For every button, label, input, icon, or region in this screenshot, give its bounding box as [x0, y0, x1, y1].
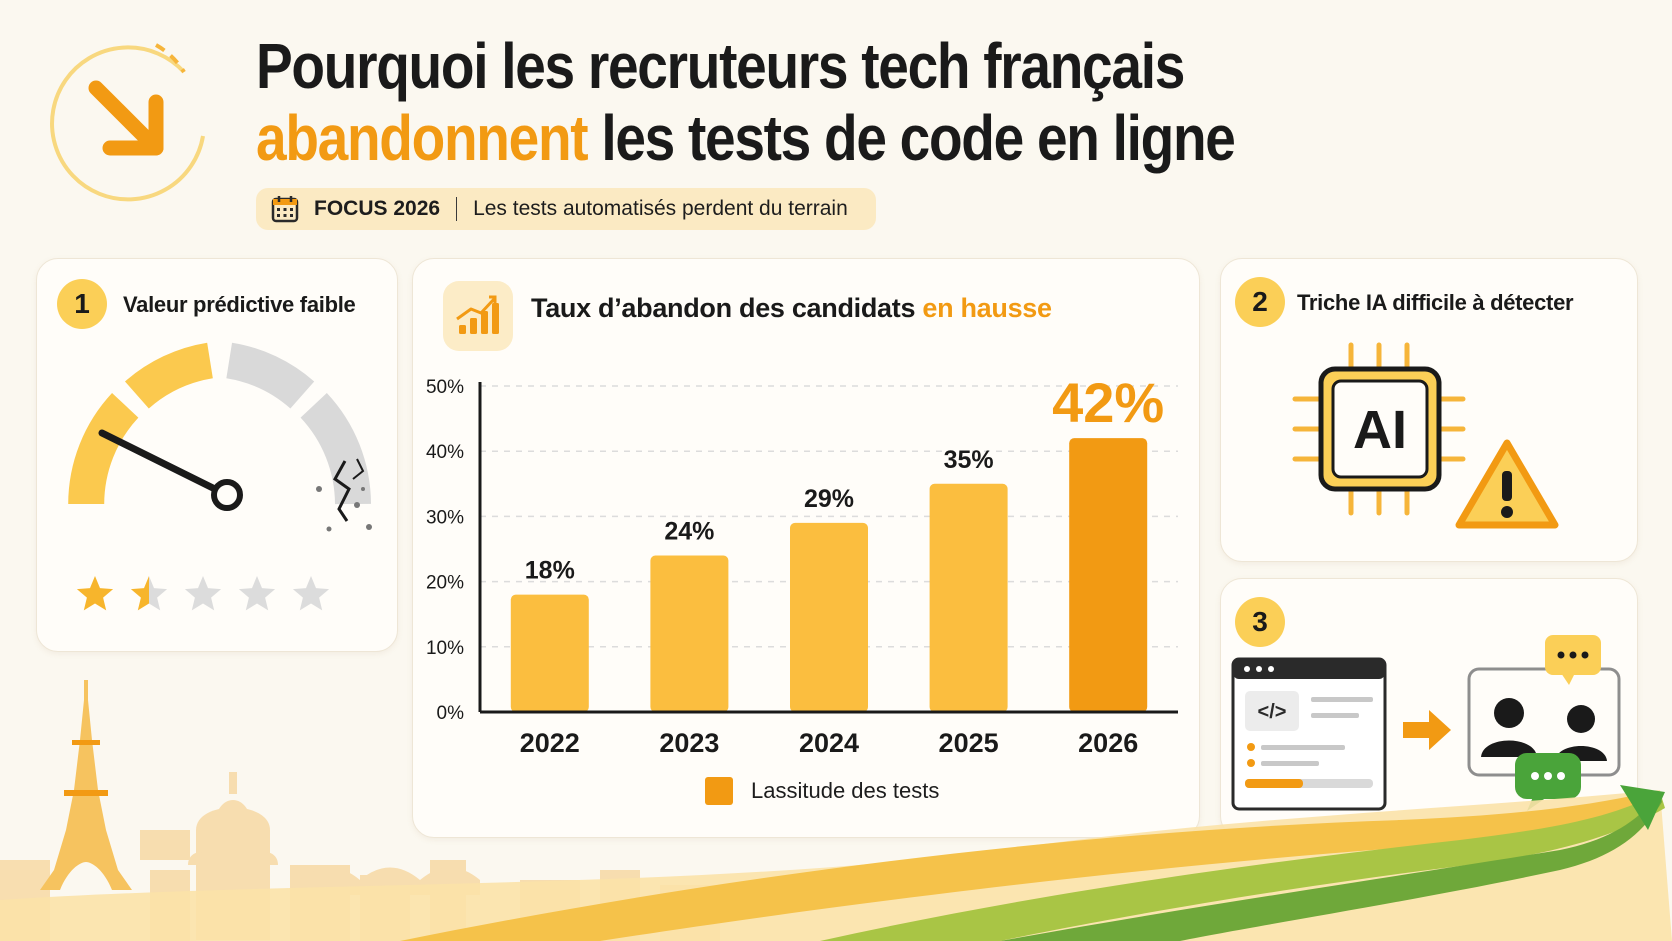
svg-text:</>: </>	[1258, 701, 1287, 723]
predictive-value-card: 1 Valeur prédictive faible	[36, 258, 398, 652]
legend-swatch	[705, 777, 733, 805]
star-icon	[130, 576, 168, 611]
live-interview-card: 3 </>	[1220, 578, 1638, 838]
ai-chip-icon: AI	[1292, 342, 1466, 516]
trend-down-circle-icon	[50, 43, 205, 202]
divider	[456, 197, 458, 221]
bar-2023	[650, 555, 729, 712]
star-rating	[76, 576, 330, 611]
y-tick-label: 0%	[437, 703, 465, 724]
bar-chart-icon	[443, 281, 513, 351]
x-tick-label: 2026	[1078, 728, 1138, 758]
star-icon	[292, 576, 330, 611]
star-icon	[238, 576, 276, 611]
data-label: 35%	[944, 446, 994, 474]
y-tick-label: 40%	[426, 442, 464, 463]
arrow-right-icon	[1403, 710, 1451, 750]
paris-skyline-decoration	[0, 680, 1672, 941]
title-line-1: Pourquoi les recruteurs tech français	[256, 30, 1185, 102]
y-tick-label: 20%	[426, 573, 464, 594]
focus-banner: FOCUS 2026 Les tests automatisés perdent…	[256, 188, 876, 230]
x-tick-label: 2023	[659, 728, 719, 758]
focus-subtitle: Les tests automatisés perdent du terrain	[473, 197, 848, 220]
page-title: Pourquoi les recruteurs tech français ab…	[256, 30, 1245, 174]
card-number-badge: 1	[57, 279, 107, 329]
calendar-icon	[271, 196, 299, 223]
bar-chart: 0% 10% 20% 30% 40% 50% 2022 18% 2023 24% 2024 29% 20…	[426, 371, 1178, 758]
star-icon	[76, 576, 114, 611]
bar-2026	[1069, 438, 1148, 712]
data-label: 18%	[525, 557, 575, 585]
chart-legend: Lassitude des tests	[705, 777, 939, 805]
y-tick-label: 50%	[426, 377, 464, 398]
bar-2025	[929, 483, 1008, 712]
star-icon	[184, 576, 222, 611]
bar-2022	[510, 594, 589, 712]
y-tick-label: 10%	[426, 638, 464, 659]
data-label: 29%	[804, 485, 854, 513]
y-tick-label: 30%	[426, 507, 464, 528]
chart-title: Taux d’abandon des candidats en hausse	[531, 293, 1052, 324]
chart-title-main: Taux d’abandon des candidats	[531, 293, 923, 323]
card-title: Triche IA difficile à détecter	[1297, 290, 1574, 315]
code-window-icon: </>	[1231, 657, 1387, 811]
data-label: 24%	[664, 518, 714, 546]
card-number-badge: 3	[1235, 597, 1285, 647]
title-line-2: les tests de code en ligne	[587, 102, 1236, 174]
data-label-highlight: 42%	[1052, 371, 1164, 434]
chart-card: Taux d’abandon des candidats en hausse L…	[412, 258, 1200, 838]
focus-tag: FOCUS 2026	[314, 197, 441, 220]
warning-icon	[1455, 439, 1559, 529]
legend-label: Lassitude des tests	[751, 778, 940, 803]
title-accent: abandonnent	[256, 102, 589, 174]
card-title: Valeur prédictive faible	[123, 292, 356, 317]
card-number-badge: 2	[1235, 277, 1285, 327]
chart-title-accent: en hausse	[922, 293, 1052, 323]
x-tick-label: 2024	[799, 728, 859, 758]
video-call-icon	[1467, 635, 1621, 811]
x-tick-label: 2025	[939, 728, 999, 758]
ai-cheating-card: 2 Triche IA difficile à détecter AI	[1220, 258, 1638, 562]
x-tick-label: 2022	[520, 728, 580, 758]
gauge-icon	[68, 342, 372, 532]
ai-chip-label: AI	[1353, 400, 1407, 460]
bar-2024	[790, 522, 868, 712]
